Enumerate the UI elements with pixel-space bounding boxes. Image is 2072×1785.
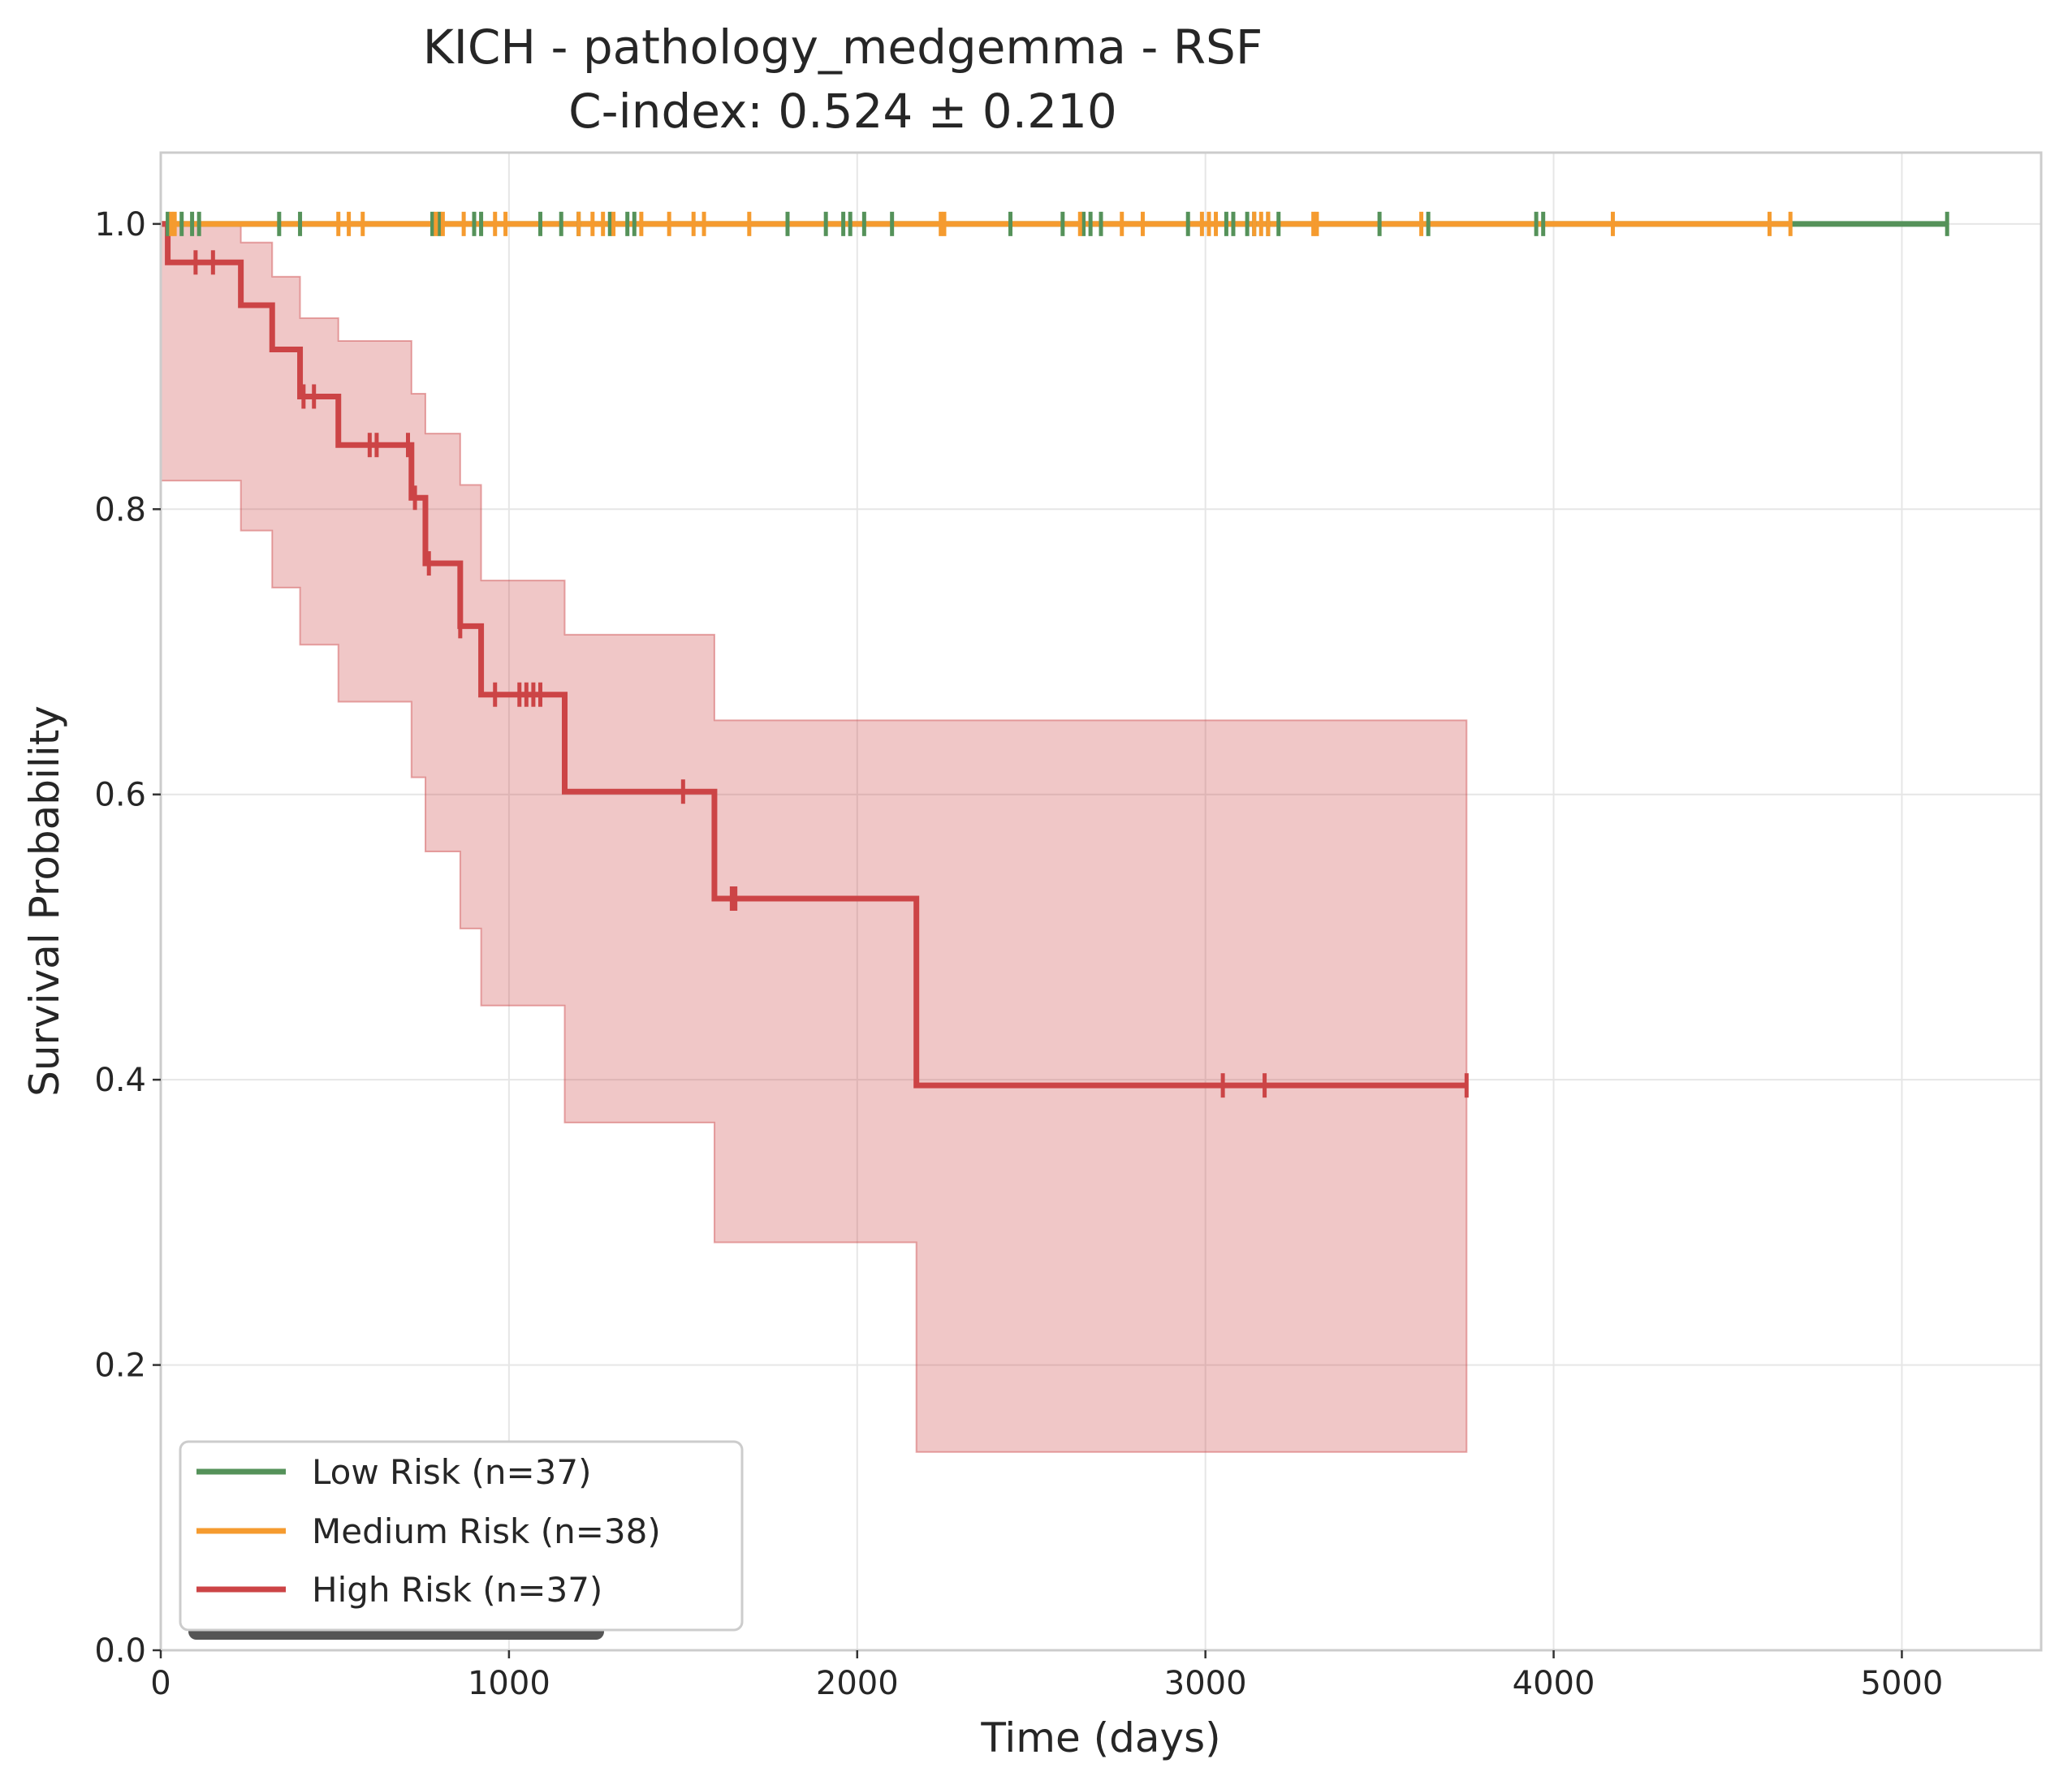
legend-label-high: High Risk (n=37) bbox=[312, 1570, 602, 1610]
y-tick-label: 0.4 bbox=[94, 1062, 146, 1099]
x-axis-ticks: 0 1000 2000 3000 4000 5000 bbox=[150, 1650, 1943, 1702]
censor-marks bbox=[166, 211, 1949, 1098]
x-tick-label: 1000 bbox=[468, 1665, 550, 1702]
legend: Low Risk (n=37) Medium Risk (n=38) High … bbox=[179, 1440, 744, 1640]
y-tick-label: 0.2 bbox=[94, 1347, 146, 1385]
x-tick-label: 2000 bbox=[816, 1665, 899, 1702]
confidence-band bbox=[160, 222, 1468, 1453]
legend-label-medium: Medium Risk (n=38) bbox=[312, 1511, 661, 1551]
y-tick-label: 0.8 bbox=[94, 491, 146, 528]
series-line bbox=[161, 221, 1467, 1089]
chart-title: KICH - pathology_medgemma - RSF bbox=[423, 19, 1263, 75]
y-tick-label: 0.0 bbox=[94, 1632, 146, 1670]
y-tick-label: 0.6 bbox=[94, 777, 146, 814]
y-tick-label: 1.0 bbox=[94, 206, 146, 244]
legend-box bbox=[179, 1440, 744, 1632]
y-axis-label: Survival Probability bbox=[21, 705, 68, 1097]
plot-frame bbox=[159, 151, 2043, 1652]
x-tick-label: 0 bbox=[150, 1665, 171, 1702]
x-axis-label: Time (days) bbox=[980, 1714, 1220, 1761]
x-tick-label: 5000 bbox=[1861, 1665, 1944, 1702]
x-tick-label: 3000 bbox=[1164, 1665, 1247, 1702]
legend-label-low: Low Risk (n=37) bbox=[312, 1452, 592, 1492]
confidence-bands bbox=[160, 222, 1468, 1453]
x-tick-label: 4000 bbox=[1513, 1665, 1595, 1702]
chart-subtitle: C-index: 0.524 ± 0.210 bbox=[568, 84, 1117, 139]
y-axis-ticks: 0.0 0.2 0.4 0.6 0.8 1.0 bbox=[94, 206, 161, 1670]
